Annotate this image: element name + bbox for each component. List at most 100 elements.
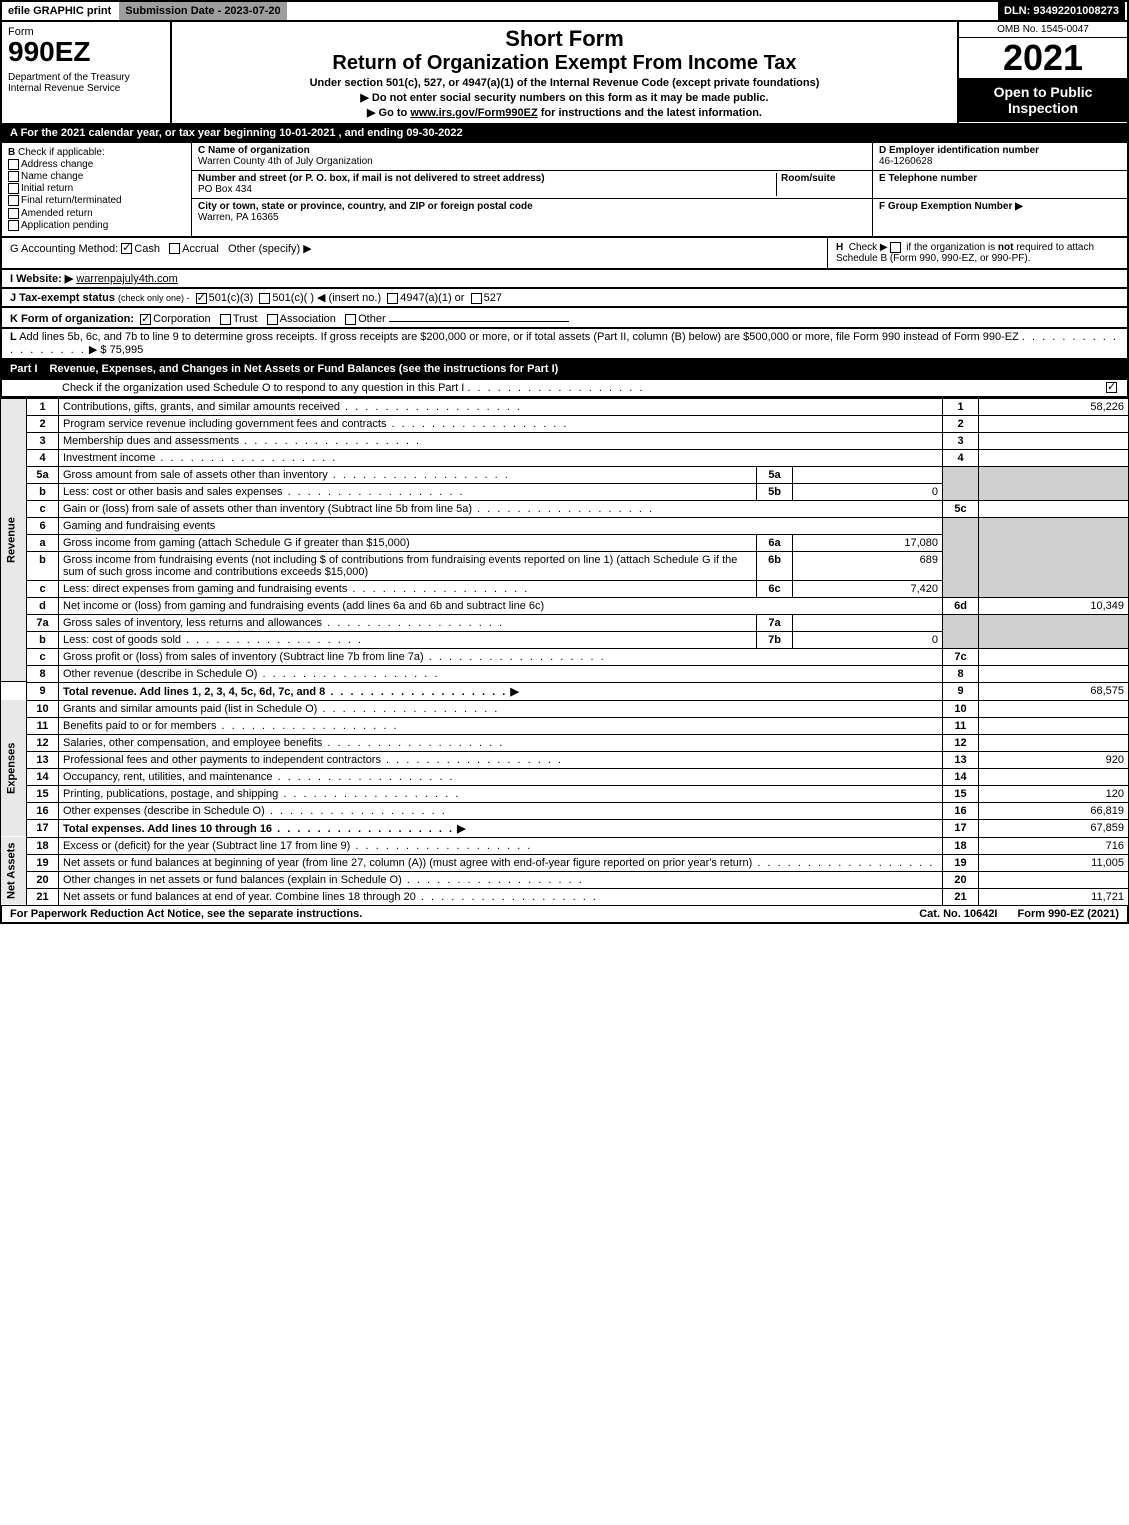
line-9-desc: Total revenue. Add lines 1, 2, 3, 4, 5c,… (59, 682, 943, 700)
chk-h[interactable] (890, 242, 901, 253)
chk-4947[interactable] (387, 293, 398, 304)
row-i: I Website: ▶ warrenpajuly4th.com (0, 270, 1129, 289)
irs-link[interactable]: www.irs.gov/Form990EZ (410, 107, 537, 119)
line-15-val: 120 (979, 785, 1129, 802)
top-bar: efile GRAPHIC print Submission Date - 20… (0, 0, 1129, 22)
chk-initial-return[interactable]: Initial return (8, 183, 185, 194)
line-12-dots (322, 737, 504, 749)
other-org-input[interactable] (389, 310, 569, 322)
line-5c-text: Gain or (loss) from sale of assets other… (63, 503, 472, 515)
line-21-text: Net assets or fund balances at end of ye… (63, 891, 416, 903)
chk-name-change[interactable]: Name change (8, 171, 185, 182)
line-21-dots (416, 891, 598, 903)
chk-501c[interactable] (259, 293, 270, 304)
efile-label[interactable]: efile GRAPHIC print (2, 2, 119, 20)
e-label: E Telephone number (879, 173, 977, 184)
line-21-desc: Net assets or fund balances at end of ye… (59, 888, 943, 905)
footer-right-post: (2021) (1084, 908, 1119, 920)
chk-application-pending[interactable]: Application pending (8, 220, 185, 231)
line-17-text: Total expenses. Add lines 10 through 16 (63, 823, 272, 835)
line-15-ref: 15 (943, 785, 979, 802)
line-3-dots (239, 435, 421, 447)
line-8-ref: 8 (943, 665, 979, 682)
trust-label: Trust (233, 313, 258, 325)
line-17-num: 17 (27, 819, 59, 837)
chk-other-org[interactable] (345, 314, 356, 325)
line-18-text: Excess or (deficit) for the year (Subtra… (63, 840, 350, 852)
chk-527[interactable] (471, 293, 482, 304)
line-18-val: 716 (979, 837, 1129, 854)
line-10-val (979, 700, 1129, 717)
side-netassets: Net Assets (1, 837, 27, 905)
line-4-val (979, 449, 1129, 466)
form-note-2: ▶ Go to www.irs.gov/Form990EZ for instru… (180, 106, 949, 119)
line-10-num: 10 (27, 700, 59, 717)
row-group-exemption: F Group Exemption Number ▶ (873, 199, 1127, 227)
shade-7ab (943, 614, 979, 648)
chk-final-return[interactable]: Final return/terminated (8, 195, 185, 206)
line-16-val: 66,819 (979, 802, 1129, 819)
line-1-dots (340, 401, 522, 413)
line-1-num: 1 (27, 398, 59, 415)
chk-address-change[interactable]: Address change (8, 159, 185, 170)
open-to-public: Open to Public Inspection (959, 78, 1127, 122)
i-label: I Website: ▶ (10, 273, 73, 285)
line-2-val (979, 415, 1129, 432)
line-10-desc: Grants and similar amounts paid (list in… (59, 700, 943, 717)
chk-association[interactable] (267, 314, 278, 325)
form-header: Form 990EZ Department of the Treasury In… (0, 22, 1129, 125)
line-7b-minilab: 7b (757, 631, 793, 648)
line-19-desc: Net assets or fund balances at beginning… (59, 854, 943, 871)
line-5c-desc: Gain or (loss) from sale of assets other… (59, 500, 943, 517)
row-city: City or town, state or province, country… (192, 199, 872, 227)
line-14-dots (273, 771, 455, 783)
line-5b-dots (283, 486, 465, 498)
line-20-num: 20 (27, 871, 59, 888)
line-7c-num: c (27, 648, 59, 665)
g-label: G Accounting Method: (10, 243, 118, 255)
shade-6 (943, 517, 979, 597)
chk-cash[interactable] (121, 243, 132, 254)
arrow-icon-17: ▶ (457, 823, 465, 835)
line-21-num: 21 (27, 888, 59, 905)
chk-amended-return[interactable]: Amended return (8, 208, 185, 219)
line-5a-dots (328, 469, 510, 481)
form-title: Return of Organization Exempt From Incom… (180, 52, 949, 75)
l-arrow: ▶ $ (89, 344, 107, 356)
line-5c-val (979, 500, 1129, 517)
line-17-desc: Total expenses. Add lines 10 through 16 … (59, 819, 943, 837)
line-1-desc: Contributions, gifts, grants, and simila… (59, 398, 943, 415)
line-13-dots (381, 754, 563, 766)
line-2-text: Program service revenue including govern… (63, 418, 386, 430)
line-7b-dots (181, 634, 363, 646)
line-7a-text: Gross sales of inventory, less returns a… (63, 617, 322, 629)
line-17-ref: 17 (943, 819, 979, 837)
line-7b-desc: Less: cost of goods sold (59, 631, 757, 648)
chk-accrual[interactable] (169, 243, 180, 254)
k-label: K Form of organization: (10, 313, 134, 325)
chk-schedule-o[interactable] (1106, 382, 1117, 393)
line-7b-minival: 0 (793, 631, 943, 648)
line-3-text: Membership dues and assessments (63, 435, 239, 447)
c-label: C Name of organization (198, 145, 866, 156)
footer-center: Cat. No. 10642I (919, 908, 997, 920)
line-6d-ref: 6d (943, 597, 979, 614)
line-6d-desc: Net income or (loss) from gaming and fun… (59, 597, 943, 614)
line-15-text: Printing, publications, postage, and shi… (63, 788, 278, 800)
line-17-val: 67,859 (979, 819, 1129, 837)
irs-label: Internal Revenue Service (8, 83, 164, 94)
line-9-text: Total revenue. Add lines 1, 2, 3, 4, 5c,… (63, 686, 325, 698)
addr-value: PO Box 434 (198, 184, 776, 195)
shade-6-val (979, 517, 1129, 597)
chk-trust[interactable] (220, 314, 231, 325)
line-6a-minilab: 6a (757, 534, 793, 551)
chk-501c3[interactable] (196, 293, 207, 304)
line-3-val (979, 432, 1129, 449)
chk-corporation[interactable] (140, 314, 151, 325)
website-value[interactable]: warrenpajuly4th.com (76, 273, 178, 285)
line-6d-num: d (27, 597, 59, 614)
shade-5ab (943, 466, 979, 500)
line-4-text: Investment income (63, 452, 155, 464)
city-label: City or town, state or province, country… (198, 201, 866, 212)
line-17-dots (272, 823, 454, 835)
